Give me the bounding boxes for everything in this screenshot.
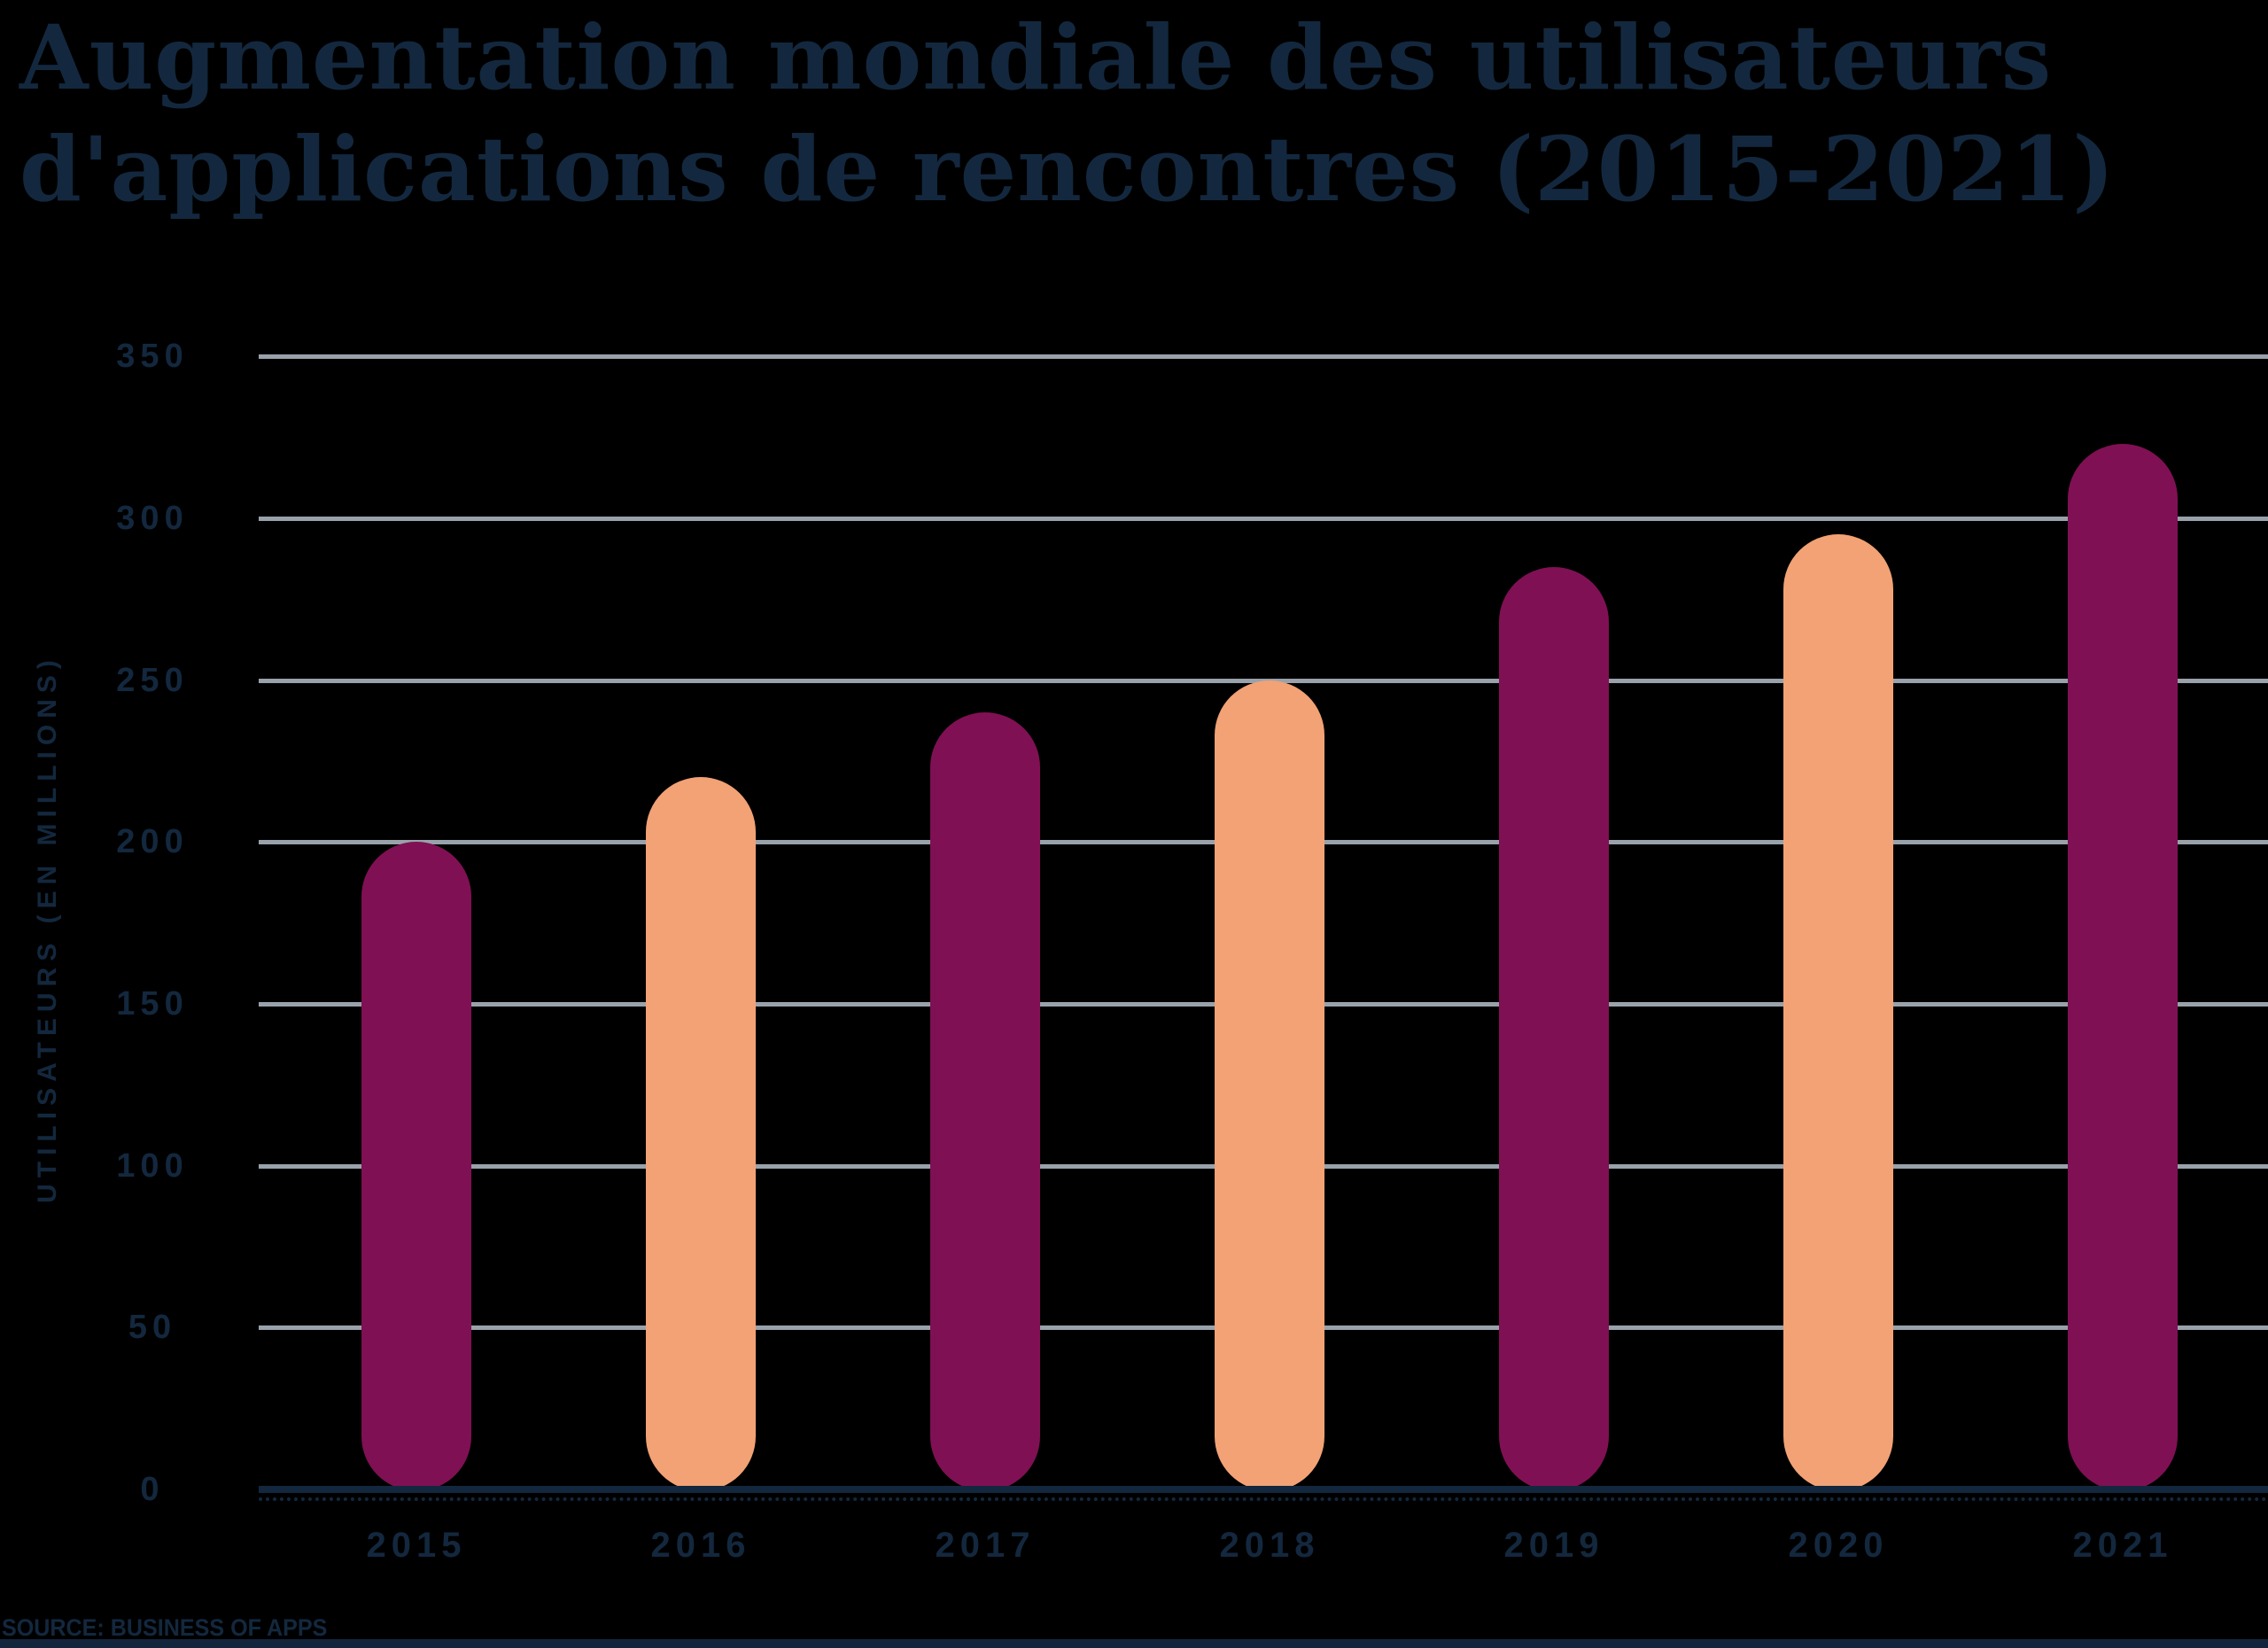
y-tick-label-150: 150 — [116, 984, 189, 1022]
gridline-350 — [259, 354, 2268, 360]
bar-2020 — [1783, 534, 1893, 1491]
bar-2015 — [361, 842, 471, 1491]
source-credit: SOURCE: BUSINESS OF APPS — [2, 1614, 328, 1641]
bar-2016 — [646, 777, 756, 1491]
x-tick-label-2019: 2019 — [1503, 1526, 1604, 1565]
chart-title-line-1: Augmentation mondiale des utilisateurs — [19, 5, 2053, 110]
x-tick-label-2020: 2020 — [1788, 1526, 1889, 1565]
x-tick-label-2017: 2017 — [935, 1526, 1036, 1565]
bar-2021 — [2068, 443, 2178, 1491]
y-tick-label-200: 200 — [116, 823, 189, 861]
gridline-300 — [259, 516, 2268, 521]
y-tick-label-0: 0 — [140, 1471, 165, 1508]
x-axis-line — [259, 1486, 2268, 1493]
y-tick-label-300: 300 — [116, 499, 189, 537]
bar-2018 — [1215, 680, 1324, 1491]
y-tick-label-350: 350 — [116, 338, 189, 376]
bottom-accent-strip — [0, 1639, 2268, 1648]
x-tick-label-2015: 2015 — [366, 1526, 467, 1565]
x-axis-dotted-line — [259, 1497, 2268, 1501]
x-tick-label-2021: 2021 — [2072, 1526, 2173, 1565]
y-axis-title: UTILISATEURS (EN MILLIONS) — [33, 654, 62, 1203]
y-tick-label-250: 250 — [116, 661, 189, 699]
x-tick-label-2016: 2016 — [650, 1526, 751, 1565]
bar-2017 — [930, 712, 1040, 1491]
x-tick-label-2018: 2018 — [1219, 1526, 1320, 1565]
y-tick-label-100: 100 — [116, 1147, 189, 1185]
chart-title: Augmentation mondiale des utilisateurs d… — [19, 2, 2116, 225]
chart-title-line-2: d'applications de rencontres (2015-2021) — [19, 117, 2116, 222]
bar-2019 — [1499, 566, 1609, 1491]
y-tick-label-50: 50 — [128, 1309, 177, 1347]
